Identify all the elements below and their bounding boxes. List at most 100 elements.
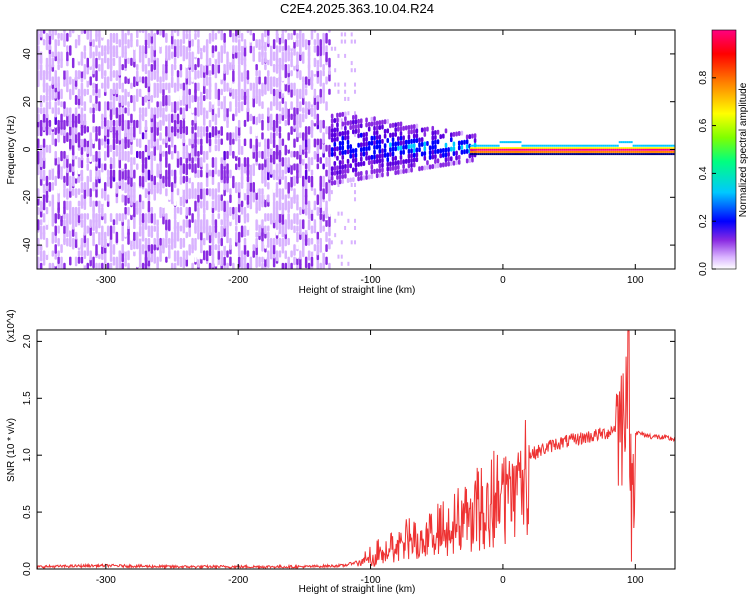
spectrogram-cell [98, 101, 101, 112]
spectrogram-cell [293, 244, 296, 256]
spectrogram-cell [136, 138, 139, 147]
spectrogram-cell [249, 45, 253, 54]
spectrogram-cell [278, 237, 282, 247]
spectrogram-cell [310, 107, 314, 117]
spectrogram-cell [284, 194, 288, 205]
spectrogram-cell [109, 144, 113, 153]
spectrogram-cell [153, 237, 156, 245]
spectrogram-cell [63, 119, 66, 130]
spectrogram-cell [121, 119, 124, 131]
spectrogram-cell [101, 82, 104, 89]
spectrogram-cell [211, 206, 215, 214]
spectrogram-cell [188, 219, 191, 228]
spectrogram-cell [610, 148, 613, 151]
spectrogram-cell [341, 178, 345, 184]
spectrogram-cell [176, 213, 180, 223]
spectrogram-cell [232, 213, 235, 220]
spectrogram-cell [191, 70, 194, 82]
spectrogram-cell [240, 225, 244, 238]
spectrogram-cell [48, 30, 52, 37]
colorbar-tick-label: 0.0 [698, 262, 709, 276]
spectrogram-cell [350, 61, 353, 66]
spectrogram-cell [307, 45, 311, 57]
spectrogram-cell [133, 119, 136, 129]
spectrogram-cell [341, 159, 345, 165]
spectrogram-cell [261, 256, 264, 264]
spectrogram-cell [60, 113, 63, 123]
spectrogram-cell [182, 132, 186, 144]
spectrogram-cell [141, 76, 145, 84]
spectrogram-cell [118, 250, 122, 262]
spectrogram-cell [517, 153, 520, 156]
spectrogram-cell [138, 213, 142, 223]
spectrogram-cell [45, 32, 49, 40]
spectrogram-cell [477, 147, 480, 150]
spectrogram-cell [338, 141, 342, 147]
spectrogram-cell [57, 76, 60, 87]
spectrogram-cell [378, 139, 382, 145]
spectrogram-cell [101, 225, 104, 236]
spectrogram-cell [153, 70, 156, 80]
spectrogram-cell [150, 107, 154, 119]
spectrogram-cell [106, 262, 110, 269]
spectrogram-cell [144, 237, 148, 250]
spectrogram-cell [95, 262, 98, 269]
spectrogram-cell [188, 107, 191, 119]
spectrogram-cell [173, 250, 177, 262]
spectrogram-cell [217, 51, 221, 63]
spectrogram-cell [296, 70, 299, 79]
spectrogram-cell [246, 51, 250, 63]
spectrogram-cell [539, 153, 542, 156]
spectrogram-cell [112, 45, 116, 58]
spectrogram-cell [375, 154, 379, 160]
spectrogram-cell [319, 194, 322, 202]
spectrogram-cell [293, 30, 296, 36]
spectrogram-cell [590, 147, 593, 150]
spectrogram-cell [319, 45, 322, 57]
spectrogram-cell [240, 138, 244, 147]
spectrogram-cell [173, 82, 177, 93]
spectrogram-cell [63, 175, 66, 184]
spectrogram-cell [185, 30, 189, 34]
spectrogram-cell [133, 51, 136, 63]
spectrogram-cell [37, 126, 40, 137]
spectrogram-cell [328, 262, 331, 269]
spectrogram-cell [290, 150, 293, 158]
spectrogram-cell [162, 200, 165, 208]
spectrogram-cell [249, 113, 253, 122]
spectrogram-cell [515, 153, 518, 156]
spectrogram-cell [197, 169, 200, 179]
spectrogram-cell [170, 132, 174, 145]
spectrogram-cell [130, 82, 133, 89]
spectrogram-cell [112, 95, 116, 104]
spectrogram-cell [223, 256, 226, 266]
spectrogram-cell [156, 138, 159, 151]
spectrogram-cell [205, 200, 209, 211]
spectrogram-cell [642, 150, 645, 153]
spectrogram-cell [333, 170, 337, 176]
spectrogram-cell [103, 237, 107, 249]
spectrogram-cell [197, 30, 200, 38]
spectrogram-y-tick-label: 20 [22, 96, 33, 108]
spectrogram-cell [69, 63, 72, 73]
spectrogram-cell [581, 144, 584, 147]
spectrogram-cell [60, 88, 63, 100]
spectrogram-cell [267, 225, 270, 232]
spectrogram-cell [333, 151, 337, 157]
spectrogram-cell [575, 148, 578, 151]
spectrogram-cell [397, 160, 400, 166]
spectrogram-cell [547, 150, 550, 153]
spectrogram-cell [436, 163, 440, 169]
spectrogram-cell [144, 76, 148, 89]
spectrogram-cell [367, 126, 371, 132]
spectrogram-cell [638, 150, 641, 153]
spectrogram-cell [246, 88, 250, 99]
spectrogram-cell [468, 157, 472, 163]
spectrogram-cell [112, 119, 116, 127]
spectrogram-cell [491, 150, 494, 153]
spectrogram-cell [307, 157, 311, 166]
spectrogram-cell [57, 32, 60, 40]
spectrogram-cell [328, 30, 331, 33]
spectrogram-cell [165, 256, 168, 263]
spectrogram-cell [333, 165, 337, 171]
